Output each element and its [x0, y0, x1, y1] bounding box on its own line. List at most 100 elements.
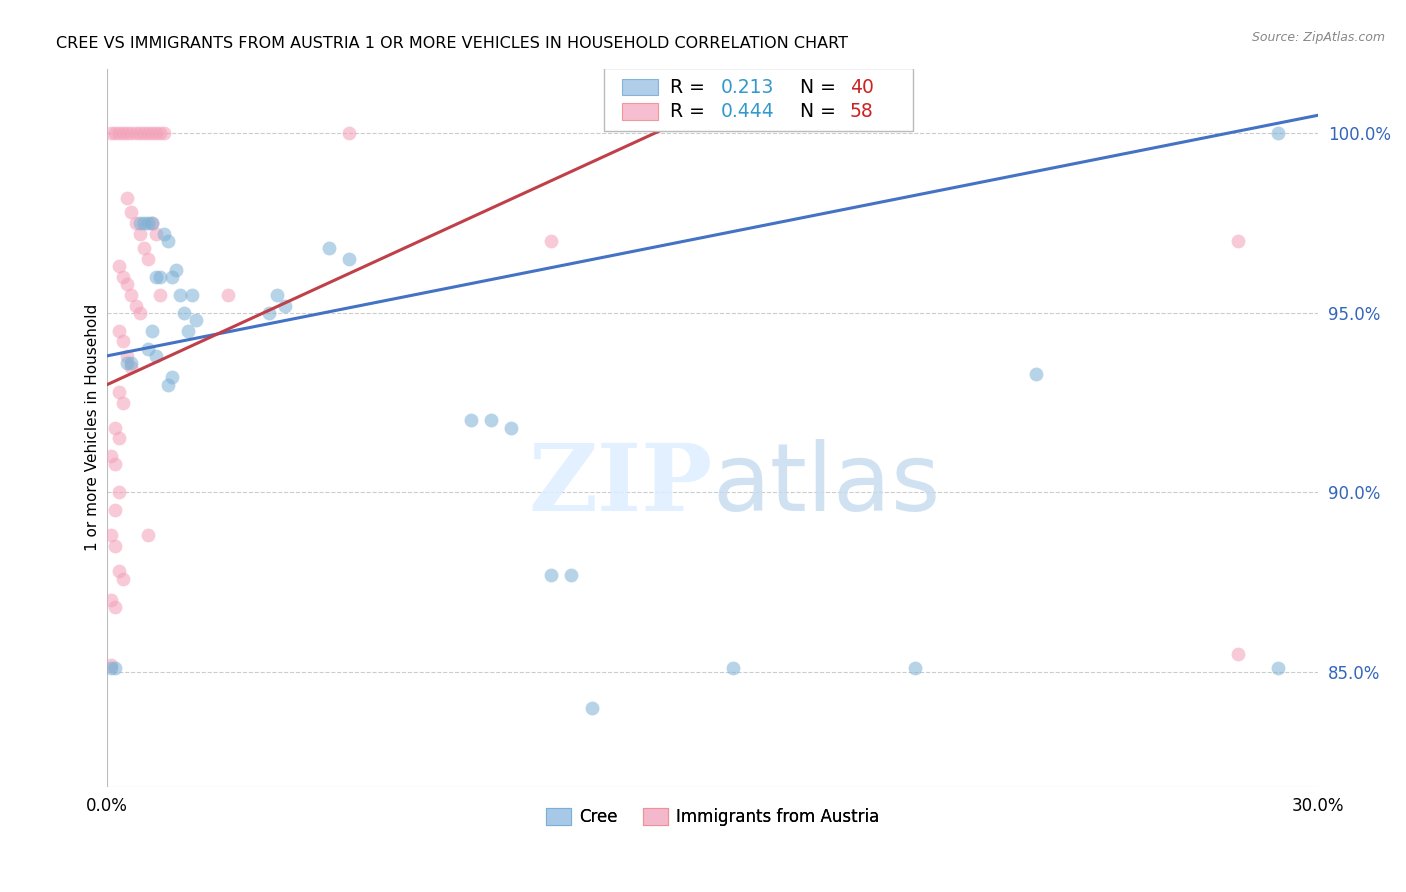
Point	[121, 359, 143, 374]
Point	[540, 234, 562, 248]
Point	[100, 126, 122, 140]
Point	[165, 262, 187, 277]
Point	[136, 342, 159, 356]
Point	[266, 287, 288, 301]
Point	[121, 356, 143, 370]
Point	[560, 568, 582, 582]
Point	[104, 420, 127, 434]
Point	[112, 395, 135, 409]
Point	[1025, 367, 1047, 381]
Point	[136, 216, 159, 230]
Point	[156, 234, 179, 248]
Point	[1267, 661, 1289, 675]
Point	[217, 287, 239, 301]
Point	[721, 661, 744, 675]
Point	[104, 661, 127, 675]
Point	[145, 227, 167, 241]
Point	[112, 334, 135, 349]
Point	[169, 287, 191, 301]
Point	[540, 568, 562, 582]
Text: 0.213: 0.213	[721, 78, 775, 96]
Point	[581, 701, 603, 715]
Point	[108, 485, 131, 500]
Point	[160, 269, 183, 284]
Point	[104, 539, 127, 553]
Point	[499, 420, 522, 434]
Point	[136, 528, 159, 542]
Point	[108, 126, 131, 140]
Point	[181, 287, 204, 301]
Text: atlas: atlas	[713, 439, 941, 531]
Text: R =: R =	[671, 78, 711, 96]
FancyBboxPatch shape	[621, 78, 658, 95]
Text: N =: N =	[787, 103, 842, 121]
Point	[903, 661, 925, 675]
Point	[460, 413, 482, 427]
Point	[145, 349, 167, 363]
Point	[121, 205, 143, 219]
Point	[104, 457, 127, 471]
Point	[128, 126, 150, 140]
Point	[112, 126, 135, 140]
Point	[145, 126, 167, 140]
Point	[1226, 234, 1249, 248]
Point	[124, 126, 146, 140]
Point	[318, 241, 340, 255]
Point	[117, 191, 139, 205]
Point	[141, 216, 163, 230]
Text: 58: 58	[849, 103, 873, 121]
Point	[1267, 126, 1289, 140]
Point	[100, 593, 122, 607]
Point	[184, 313, 207, 327]
Point	[128, 306, 150, 320]
Point	[121, 287, 143, 301]
Point	[141, 126, 163, 140]
Point	[1226, 647, 1249, 661]
Point	[108, 384, 131, 399]
Point	[149, 126, 172, 140]
Point	[160, 370, 183, 384]
Point	[104, 600, 127, 615]
Point	[124, 216, 146, 230]
Point	[100, 528, 122, 542]
FancyBboxPatch shape	[603, 68, 912, 131]
Text: ZIP: ZIP	[529, 440, 713, 530]
Point	[173, 306, 195, 320]
Point	[108, 565, 131, 579]
Point	[117, 349, 139, 363]
Point	[117, 126, 139, 140]
Point	[104, 503, 127, 517]
Point	[149, 269, 172, 284]
Point	[339, 126, 361, 140]
Y-axis label: 1 or more Vehicles in Household: 1 or more Vehicles in Household	[86, 304, 100, 551]
Point	[145, 269, 167, 284]
Point	[132, 241, 155, 255]
Point	[152, 227, 174, 241]
Point	[100, 661, 122, 675]
Text: N =: N =	[787, 78, 842, 96]
Point	[339, 252, 361, 266]
Point	[128, 227, 150, 241]
Point	[141, 324, 163, 338]
Text: Source: ZipAtlas.com: Source: ZipAtlas.com	[1251, 31, 1385, 45]
Text: R =: R =	[671, 103, 711, 121]
Point	[100, 450, 122, 464]
Point	[479, 413, 502, 427]
Point	[128, 216, 150, 230]
Point	[117, 356, 139, 370]
FancyBboxPatch shape	[621, 103, 658, 120]
Point	[121, 126, 143, 140]
Point	[124, 299, 146, 313]
Point	[108, 324, 131, 338]
Point	[112, 269, 135, 284]
Point	[132, 216, 155, 230]
Point	[257, 306, 280, 320]
Point	[117, 277, 139, 291]
Point	[100, 657, 122, 672]
Point	[108, 259, 131, 273]
Point	[177, 324, 200, 338]
Point	[108, 432, 131, 446]
Point	[104, 126, 127, 140]
Legend: Cree, Immigrants from Austria: Cree, Immigrants from Austria	[540, 801, 886, 832]
Point	[141, 216, 163, 230]
